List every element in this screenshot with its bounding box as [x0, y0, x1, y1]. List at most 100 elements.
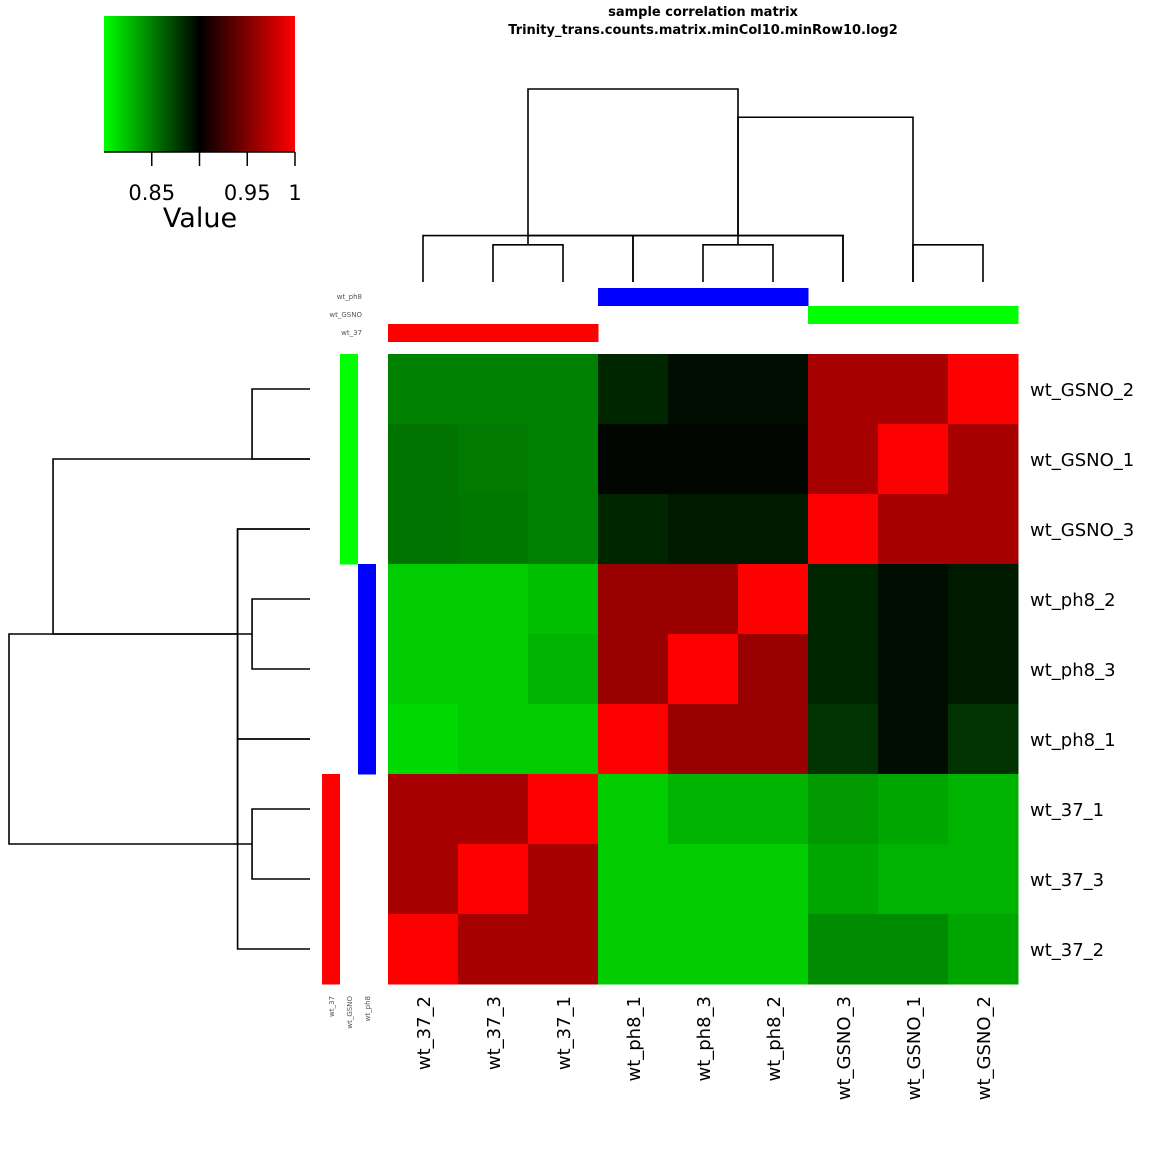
heatmap-cell — [878, 844, 949, 915]
heatmap-cell — [808, 704, 879, 775]
heatmap-cell — [598, 564, 669, 635]
column-track-label: wt_ph8 — [337, 293, 362, 301]
heatmap-cell — [458, 634, 529, 705]
heatmap-cell — [388, 774, 459, 845]
row-label: wt_GSNO_3 — [1030, 520, 1134, 541]
row-annotation-bar — [358, 704, 376, 775]
heatmap-cell — [878, 774, 949, 845]
heatmap-cell — [738, 774, 809, 845]
column-annotation-bar — [458, 324, 529, 342]
heatmap-cell — [668, 914, 739, 985]
dendrogram-branch — [527, 234, 844, 282]
heatmap-cell — [528, 354, 599, 425]
heatmap-cell — [738, 354, 809, 425]
column-label: wt_GSNO_1 — [904, 996, 925, 1100]
color-key-gradient — [104, 16, 295, 152]
heatmap-cell — [948, 354, 1019, 425]
heatmap-cell — [598, 704, 669, 775]
heatmap-cell — [878, 494, 949, 565]
row-annotation-bar — [358, 634, 376, 705]
heatmap-cell — [948, 844, 1019, 915]
column-label: wt_GSNO_3 — [834, 996, 855, 1100]
heatmap-cell — [738, 704, 809, 775]
heatmap-cell — [458, 704, 529, 775]
row-label: wt_ph8_2 — [1030, 590, 1116, 611]
heatmap-cell — [948, 634, 1019, 705]
row-track-label: wt_ph8 — [364, 996, 372, 1021]
column-label: wt_37_3 — [484, 996, 505, 1070]
heatmap-cell — [388, 494, 459, 565]
chart-title: sample correlation matrix — [608, 5, 798, 20]
heatmap-cell — [878, 424, 949, 495]
heatmap-cell — [388, 634, 459, 705]
heatmap-cell — [458, 914, 529, 985]
heatmap-cell — [528, 704, 599, 775]
heatmap-cell — [668, 634, 739, 705]
column-label: wt_ph8_3 — [694, 996, 715, 1082]
column-annotation-bar — [878, 306, 949, 324]
heatmap-cell — [528, 494, 599, 565]
row-label: wt_GSNO_2 — [1030, 380, 1134, 401]
heatmap-cell — [948, 494, 1019, 565]
heatmap-cell — [528, 914, 599, 985]
row-label: wt_37_3 — [1030, 870, 1104, 891]
row-track-label: wt_GSNO — [346, 996, 354, 1029]
dendrogram-branch — [251, 388, 310, 460]
heatmap-cell — [598, 634, 669, 705]
row-annotation-bar — [340, 354, 358, 425]
heatmap-cell — [948, 424, 1019, 495]
dendrogram-branch — [912, 244, 984, 282]
heatmap-cell — [388, 914, 459, 985]
heatmap-cell — [808, 354, 879, 425]
heatmap-cell — [668, 844, 739, 915]
heatmap-cell — [668, 774, 739, 845]
heatmap-cell — [458, 494, 529, 565]
heatmap-cell — [668, 494, 739, 565]
heatmap-cell — [948, 774, 1019, 845]
dendrogram-branch — [527, 88, 739, 236]
column-annotation-bar — [948, 306, 1019, 324]
color-key-tick-label: 0.85 — [128, 181, 175, 205]
heatmap-cells — [388, 354, 1019, 985]
heatmap-cell — [948, 914, 1019, 985]
column-track-label: wt_GSNO — [329, 311, 362, 319]
heatmap-cell — [808, 634, 879, 705]
row-annotation-bar — [340, 424, 358, 495]
dendrogram-branch — [737, 116, 914, 282]
heatmap-cell — [598, 494, 669, 565]
color-key: 0.85 0.95 1 Value — [104, 16, 302, 234]
dendrogram-branch — [8, 633, 238, 845]
heatmap-cell — [668, 564, 739, 635]
column-labels: wt_37_2 wt_37_3 wt_37_1 wt_ph8_1 wt_ph8_3 wt_… — [414, 996, 995, 1100]
row-label: wt_ph8_1 — [1030, 730, 1116, 751]
color-key-title: Value — [163, 203, 237, 234]
heatmap-cell — [528, 424, 599, 495]
column-label: wt_37_1 — [554, 996, 575, 1070]
heatmap-cell — [878, 914, 949, 985]
heatmap-cell — [808, 494, 879, 565]
column-annotation-bar — [388, 324, 459, 342]
heatmap-cell — [598, 354, 669, 425]
heatmap-cell — [878, 634, 949, 705]
heatmap-cell — [458, 844, 529, 915]
heatmap-cell — [878, 354, 949, 425]
heatmap-cell — [878, 704, 949, 775]
row-dendrogram — [8, 388, 310, 950]
heatmap-cell — [668, 424, 739, 495]
heatmap-cell — [458, 424, 529, 495]
column-annotation-bar — [668, 288, 739, 306]
row-label: wt_GSNO_1 — [1030, 450, 1134, 471]
heatmap-cell — [598, 774, 669, 845]
heatmap-cell — [458, 774, 529, 845]
heatmap-cell — [458, 354, 529, 425]
column-label: wt_37_2 — [414, 996, 435, 1070]
heatmap-cell — [598, 914, 669, 985]
heatmap-cell — [668, 704, 739, 775]
heatmap-cell — [808, 914, 879, 985]
heatmap-cell — [528, 774, 599, 845]
heatmap-cell — [598, 844, 669, 915]
heatmap-cell — [388, 564, 459, 635]
dendrogram-branch — [492, 244, 564, 282]
row-label: wt_ph8_3 — [1030, 660, 1116, 681]
column-annotation-tracks: wt_ph8 wt_GSNO wt_37 — [329, 288, 1019, 342]
